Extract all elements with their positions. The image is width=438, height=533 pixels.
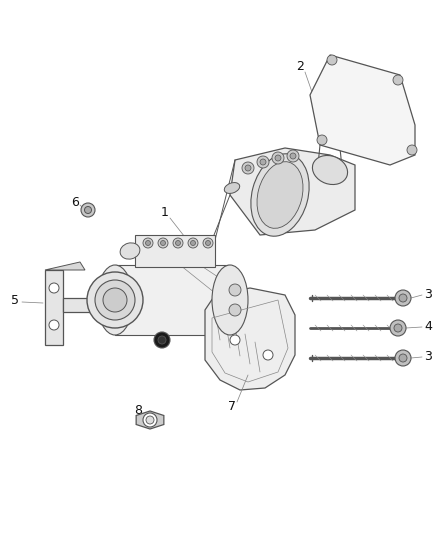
Circle shape [399,354,407,362]
Polygon shape [230,148,355,235]
Polygon shape [225,275,243,325]
Circle shape [191,240,195,246]
Ellipse shape [97,265,133,335]
Circle shape [257,156,269,168]
Circle shape [242,162,254,174]
Polygon shape [115,265,230,335]
Circle shape [160,240,166,246]
Circle shape [158,336,166,344]
Circle shape [87,272,143,328]
Text: 6: 6 [71,196,79,208]
Polygon shape [45,262,85,270]
Ellipse shape [212,265,248,335]
Polygon shape [135,235,215,267]
Circle shape [145,240,151,246]
Circle shape [407,145,417,155]
Text: 3: 3 [424,287,432,301]
Circle shape [327,55,337,65]
Circle shape [154,332,170,348]
Circle shape [245,165,251,171]
Circle shape [290,153,296,159]
Circle shape [395,290,411,306]
Circle shape [176,240,180,246]
Circle shape [49,320,59,330]
Text: 7: 7 [228,400,236,414]
Polygon shape [45,270,63,345]
Circle shape [390,320,406,336]
Polygon shape [63,298,100,312]
Text: 2: 2 [296,61,304,74]
Circle shape [229,304,241,316]
Circle shape [146,416,154,424]
Circle shape [275,155,281,161]
Circle shape [229,284,241,296]
Polygon shape [136,411,164,429]
Polygon shape [310,55,415,165]
Ellipse shape [312,156,348,184]
Circle shape [203,238,213,248]
Text: 5: 5 [11,294,19,306]
Circle shape [158,238,168,248]
Circle shape [49,283,59,293]
Circle shape [143,238,153,248]
Circle shape [81,203,95,217]
Circle shape [188,238,198,248]
Text: 3: 3 [424,351,432,364]
Circle shape [143,413,157,427]
Ellipse shape [257,161,303,228]
Ellipse shape [120,243,140,259]
Text: 4: 4 [424,320,432,334]
Circle shape [399,294,407,302]
Circle shape [272,152,284,164]
Circle shape [260,159,266,165]
Circle shape [85,206,92,214]
Circle shape [173,238,183,248]
Circle shape [287,150,299,162]
Circle shape [394,324,402,332]
Circle shape [395,350,411,366]
Circle shape [263,350,273,360]
Circle shape [230,335,240,345]
Circle shape [205,240,211,246]
Text: 8: 8 [134,403,142,416]
Circle shape [393,75,403,85]
Text: 1: 1 [161,206,169,220]
Ellipse shape [251,154,309,236]
Circle shape [103,288,127,312]
Polygon shape [205,288,295,390]
Circle shape [95,280,135,320]
Ellipse shape [224,183,240,193]
Circle shape [317,135,327,145]
